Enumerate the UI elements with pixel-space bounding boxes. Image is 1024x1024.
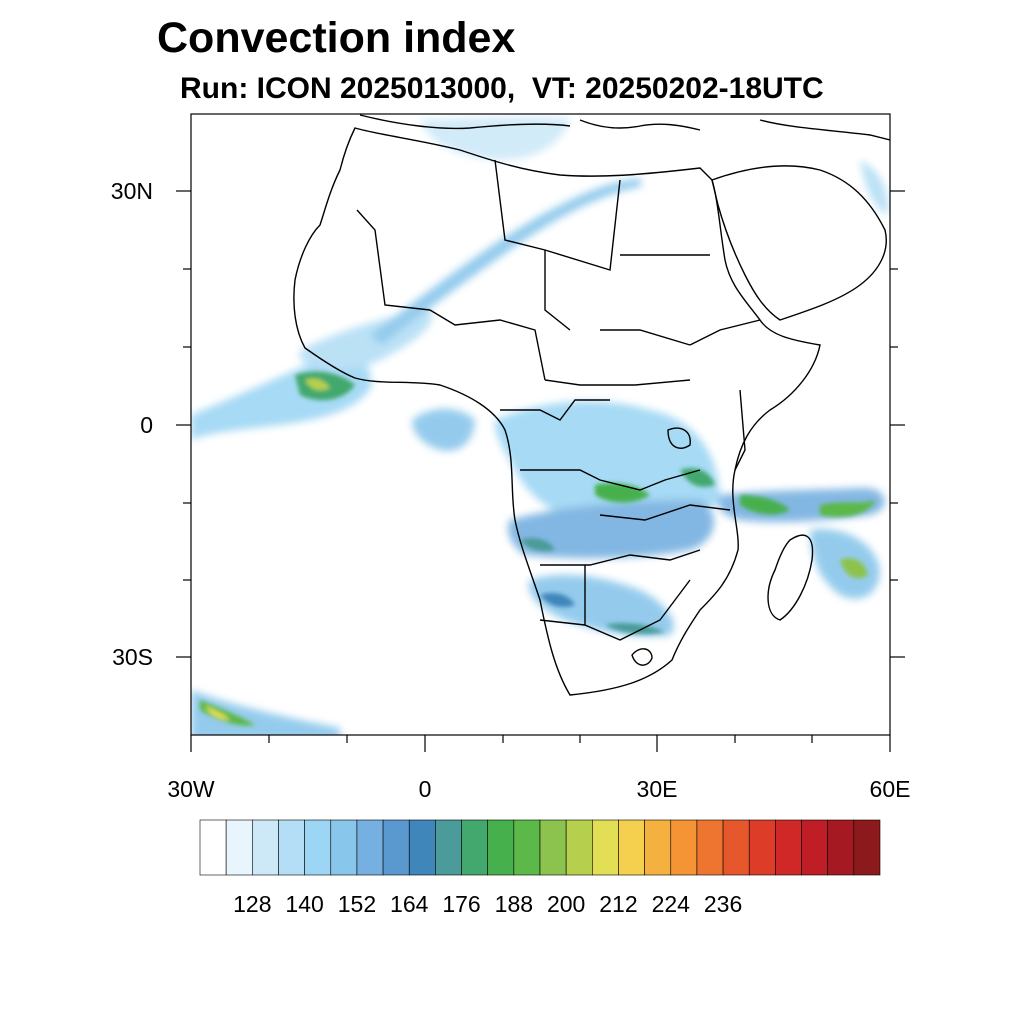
chart-subtitle: Run: ICON 2025013000, VT: 20250202-18UTC [180,72,824,105]
colorbar-swatch [670,819,698,876]
colorbar-swatch [565,819,593,876]
colorbar-swatch [487,819,515,876]
colorbar-label: 188 [495,891,533,917]
colorbar-label: 224 [652,891,691,917]
colorbar-label: 236 [704,891,742,917]
colorbar-swatch [304,819,332,876]
colorbar-swatch [435,819,462,876]
colorbar-label: 152 [338,891,376,917]
colorbar-label: 200 [547,891,585,917]
lat-ticks [176,190,905,658]
colorbar-swatch [775,819,802,876]
colorbar-swatch [722,819,750,876]
lat-label-30s: 30S [112,644,153,670]
lon-label-0: 0 [419,776,432,802]
colorbar-swatch [827,819,855,876]
lon-ticks [190,735,891,752]
lat-label-0: 0 [140,412,153,438]
colorbar-swatch [461,819,488,876]
colorbar-swatch [199,819,227,876]
colorbar-swatch [592,819,619,876]
colorbar-swatch [356,819,384,876]
colorbar-label: 212 [599,891,637,917]
colorbar [199,819,881,876]
colorbar-swatch [513,819,541,876]
colorbar-label: 140 [285,891,323,917]
colorbar-swatch [278,819,305,876]
colorbar-swatch [853,819,881,876]
lon-label-30w: 30W [167,776,215,802]
colorbar-labels: 128 140 152 164 176 188 200 212 224 236 [233,891,742,917]
colorbar-swatch [696,819,724,876]
convection-field [191,117,889,735]
coastlines [293,114,890,696]
colorbar-label: 164 [390,891,429,917]
colorbar-swatch [330,819,358,876]
lon-label-60e: 60E [870,776,911,802]
colorbar-swatch [408,819,436,876]
colorbar-swatch [252,819,279,876]
colorbar-label: 128 [233,891,271,917]
colorbar-label: 176 [442,891,480,917]
lat-label-30n: 30N [111,178,153,204]
colorbar-swatch [748,819,776,876]
colorbar-swatch [618,819,645,876]
colorbar-swatch [382,819,410,876]
colorbar-swatch [225,819,253,876]
colorbar-swatch [539,819,567,876]
colorbar-swatch [801,819,828,876]
lon-label-30e: 30E [637,776,678,802]
chart-title: Convection index [157,14,516,62]
colorbar-swatch [644,819,672,876]
